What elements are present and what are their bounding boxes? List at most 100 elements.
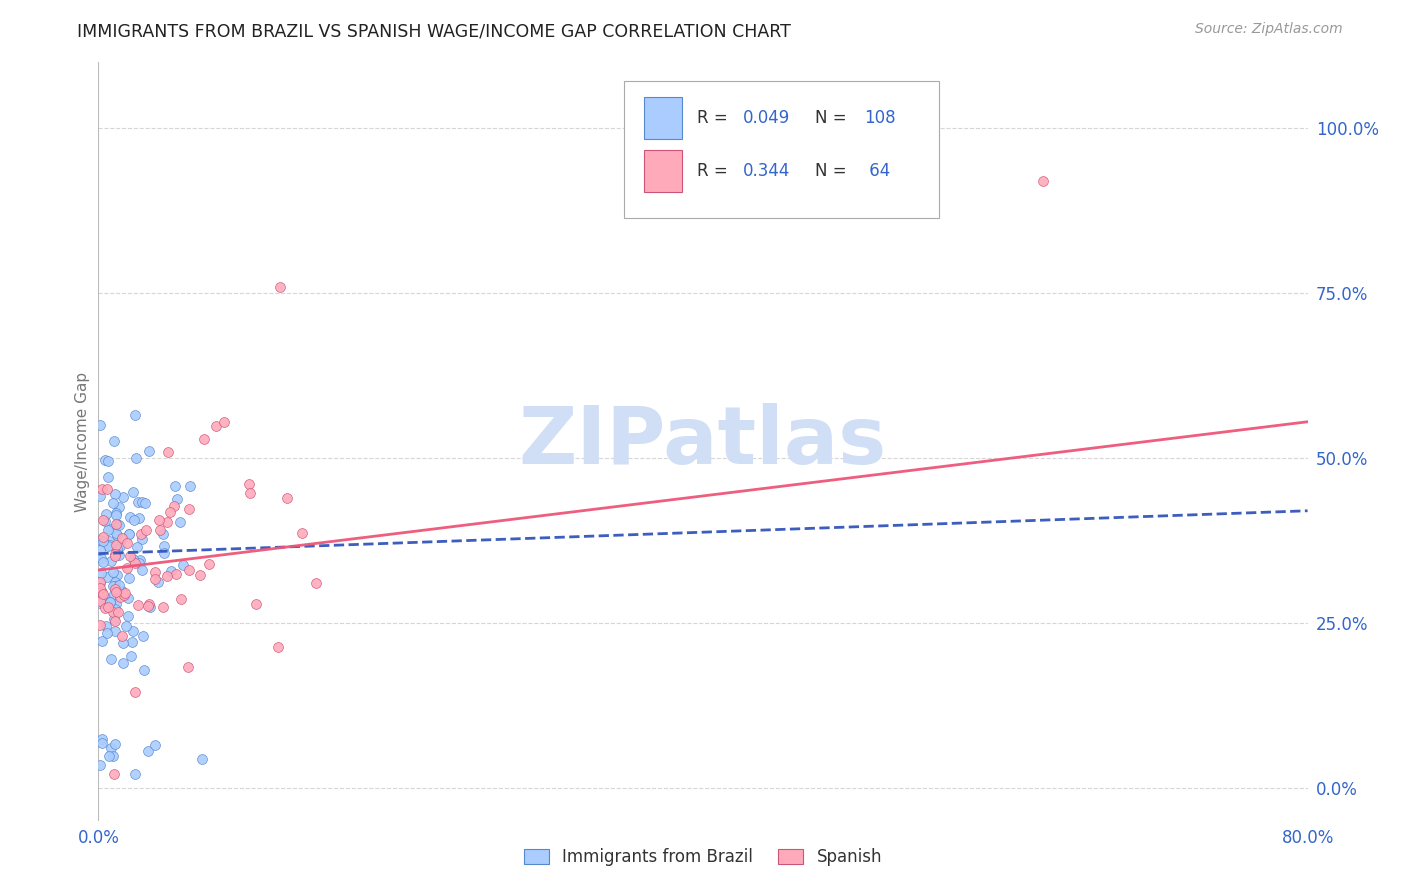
Point: [179, 563, 201, 577]
Text: Source: ZipAtlas.com: Source: ZipAtlas.com: [1195, 22, 1343, 37]
Point: [120, 649, 142, 664]
Point: [112, 490, 135, 504]
Point: [108, 590, 131, 604]
Point: [89, 594, 111, 608]
Point: [107, 585, 129, 599]
Point: [212, 415, 235, 429]
Point: [91, 587, 114, 601]
Point: [91, 731, 114, 746]
Point: [148, 513, 170, 527]
Point: [89, 489, 111, 503]
Text: 64: 64: [863, 161, 890, 180]
Point: [96, 598, 118, 612]
Point: [911, 201, 934, 215]
Point: [89, 582, 111, 596]
Text: 0.049: 0.049: [742, 109, 790, 127]
Point: [89, 533, 111, 547]
Point: [128, 511, 150, 525]
Point: [177, 660, 200, 674]
Point: [163, 479, 186, 493]
Point: [94, 619, 117, 633]
Point: [111, 636, 134, 650]
Point: [100, 554, 122, 568]
Point: [89, 418, 111, 433]
Point: [111, 628, 134, 642]
Point: [104, 508, 127, 523]
Point: [94, 507, 117, 521]
Point: [104, 614, 127, 628]
Bar: [644, 150, 682, 192]
Point: [104, 549, 127, 563]
Point: [105, 568, 128, 582]
Point: [127, 494, 149, 508]
Point: [104, 547, 127, 561]
Point: [198, 558, 221, 572]
Point: [97, 469, 120, 483]
Point: [132, 664, 155, 678]
Point: [96, 483, 118, 497]
Point: [105, 516, 128, 531]
Point: [205, 419, 228, 434]
Point: [104, 575, 127, 590]
Point: [118, 549, 141, 563]
Point: [98, 595, 121, 609]
Point: [131, 526, 153, 541]
Point: [101, 749, 124, 764]
Point: [91, 584, 114, 599]
Point: [93, 514, 115, 528]
Text: 0.344: 0.344: [742, 161, 790, 180]
Point: [166, 492, 188, 507]
Point: [157, 444, 180, 458]
Point: [152, 600, 174, 615]
Point: [91, 530, 114, 544]
Text: R =: R =: [697, 109, 733, 127]
Point: [291, 525, 314, 540]
Point: [132, 629, 155, 643]
Point: [90, 566, 112, 580]
Point: [91, 534, 114, 549]
Point: [276, 491, 298, 505]
Text: N =: N =: [815, 161, 852, 180]
Point: [169, 516, 191, 530]
Point: [125, 450, 148, 465]
Point: [89, 543, 111, 558]
Point: [124, 685, 146, 699]
Point: [91, 513, 114, 527]
Point: [91, 633, 114, 648]
Point: [89, 576, 111, 591]
Point: [146, 574, 169, 589]
Point: [89, 596, 111, 610]
Point: [107, 549, 129, 563]
Point: [156, 516, 179, 530]
Point: [105, 516, 128, 531]
Point: [121, 485, 143, 500]
Point: [188, 568, 211, 582]
Point: [108, 500, 131, 515]
Point: [97, 533, 120, 548]
Point: [117, 536, 139, 550]
Point: [172, 558, 194, 572]
Point: [163, 499, 186, 513]
Point: [143, 565, 166, 579]
Point: [139, 600, 162, 615]
Point: [122, 552, 145, 566]
Text: N =: N =: [815, 109, 852, 127]
Point: [153, 539, 176, 553]
Point: [96, 570, 118, 584]
Point: [117, 571, 139, 585]
Point: [105, 528, 128, 542]
Bar: [644, 97, 682, 138]
Point: [245, 597, 267, 611]
Point: [131, 532, 153, 546]
Point: [114, 586, 136, 600]
Point: [107, 605, 129, 619]
Point: [105, 541, 128, 556]
Point: [110, 583, 132, 598]
Text: IMMIGRANTS FROM BRAZIL VS SPANISH WAGE/INCOME GAP CORRELATION CHART: IMMIGRANTS FROM BRAZIL VS SPANISH WAGE/I…: [77, 22, 792, 40]
Y-axis label: Wage/Income Gap: Wage/Income Gap: [75, 371, 90, 512]
Point: [103, 767, 125, 781]
Point: [107, 578, 129, 592]
Point: [90, 585, 112, 599]
Point: [103, 605, 125, 619]
Point: [115, 560, 138, 574]
